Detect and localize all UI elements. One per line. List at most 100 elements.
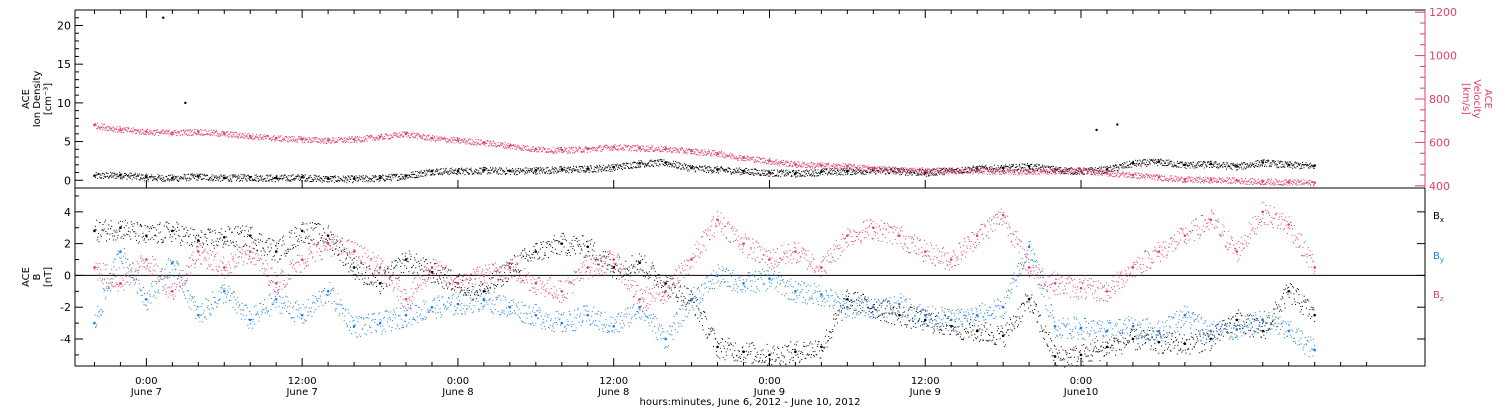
data-dot	[921, 175, 922, 176]
data-dot	[552, 153, 553, 154]
data-dot	[650, 161, 651, 162]
data-dot	[139, 179, 140, 180]
data-dot	[567, 153, 568, 154]
data-dot	[905, 175, 906, 176]
data-dot	[1136, 163, 1137, 164]
data-dot	[332, 178, 333, 179]
data-dot	[211, 178, 212, 179]
data-dot	[935, 173, 936, 174]
data-dot	[539, 147, 540, 148]
data-dot	[216, 130, 217, 131]
data-dot	[761, 175, 762, 176]
data-dot	[805, 170, 806, 171]
data-dot	[827, 166, 828, 167]
data-dot	[320, 140, 321, 141]
data-dot	[633, 150, 634, 151]
data-dot	[266, 175, 267, 176]
data-dot	[1165, 163, 1166, 164]
data-dot	[358, 177, 359, 178]
data-dot	[864, 174, 865, 175]
data-dot	[904, 170, 905, 171]
data-dot	[214, 133, 215, 134]
data-dot	[782, 171, 783, 172]
data-dot	[490, 172, 491, 173]
data-dot	[767, 160, 768, 161]
data-dot	[621, 166, 622, 167]
data-dot	[530, 168, 531, 169]
data-dot	[140, 131, 141, 132]
data-dot	[606, 170, 607, 171]
data-dot	[1213, 165, 1214, 166]
data-dot	[1231, 163, 1232, 164]
data-dot	[775, 160, 776, 161]
data-dot	[780, 163, 781, 164]
data-dot	[248, 138, 249, 139]
data-dot	[215, 131, 216, 132]
data-dot	[457, 174, 458, 175]
data-dot	[184, 174, 185, 175]
data-dot	[576, 150, 577, 151]
data-dot	[126, 131, 127, 132]
data-dot	[553, 147, 554, 148]
data-dot	[422, 176, 423, 177]
data-dot	[682, 165, 683, 166]
data-dot	[651, 165, 652, 166]
bottom-panel-frame	[75, 188, 1425, 366]
data-dot	[608, 170, 609, 171]
data-dot	[178, 133, 179, 134]
data-dot	[621, 168, 622, 169]
data-dot	[450, 173, 451, 174]
data-dot	[1261, 164, 1262, 165]
data-dot	[95, 175, 96, 176]
data-dot	[485, 145, 486, 146]
data-dot	[393, 137, 394, 138]
data-dot	[291, 140, 292, 141]
data-dot	[351, 176, 352, 177]
data-dot	[381, 176, 382, 177]
data-dot	[588, 147, 589, 148]
data-dot	[481, 168, 482, 169]
data-dot	[327, 140, 328, 141]
data-dot	[225, 133, 226, 134]
data-dot	[1179, 163, 1180, 164]
data-dot	[383, 137, 384, 138]
data-dot	[968, 167, 969, 168]
data-dot	[223, 131, 224, 132]
data-dot	[844, 167, 845, 168]
data-dot	[377, 139, 378, 140]
data-dot	[547, 149, 548, 150]
data-dot	[321, 141, 322, 142]
data-dot	[378, 135, 379, 136]
data-dot	[775, 163, 776, 164]
data-dot	[724, 153, 725, 154]
data-dot	[343, 141, 344, 142]
data-dot	[1185, 162, 1186, 163]
data-dot	[396, 135, 397, 136]
data-dot	[110, 130, 111, 131]
data-dot	[962, 169, 963, 170]
data-dot	[1025, 164, 1026, 165]
data-dot	[578, 146, 579, 147]
data-dot	[1104, 166, 1105, 167]
data-dot	[1306, 162, 1307, 163]
data-dot	[856, 167, 857, 168]
data-dot	[385, 138, 386, 139]
data-dot	[526, 170, 527, 171]
data-dot	[798, 166, 799, 167]
data-dot	[239, 133, 240, 134]
data-dot	[847, 168, 848, 169]
data-dot	[849, 167, 850, 168]
data-dot	[369, 136, 370, 137]
data-dot	[818, 164, 819, 165]
data-dot	[657, 149, 658, 150]
data-dot	[827, 168, 828, 169]
data-dot	[268, 176, 269, 177]
data-dot	[677, 167, 678, 168]
data-dot	[1257, 160, 1258, 161]
data-dot	[839, 165, 840, 166]
data-dot	[1174, 162, 1175, 163]
data-dot	[389, 139, 390, 140]
data-dot	[1140, 165, 1141, 166]
data-dot	[624, 149, 625, 150]
data-dot	[785, 162, 786, 163]
